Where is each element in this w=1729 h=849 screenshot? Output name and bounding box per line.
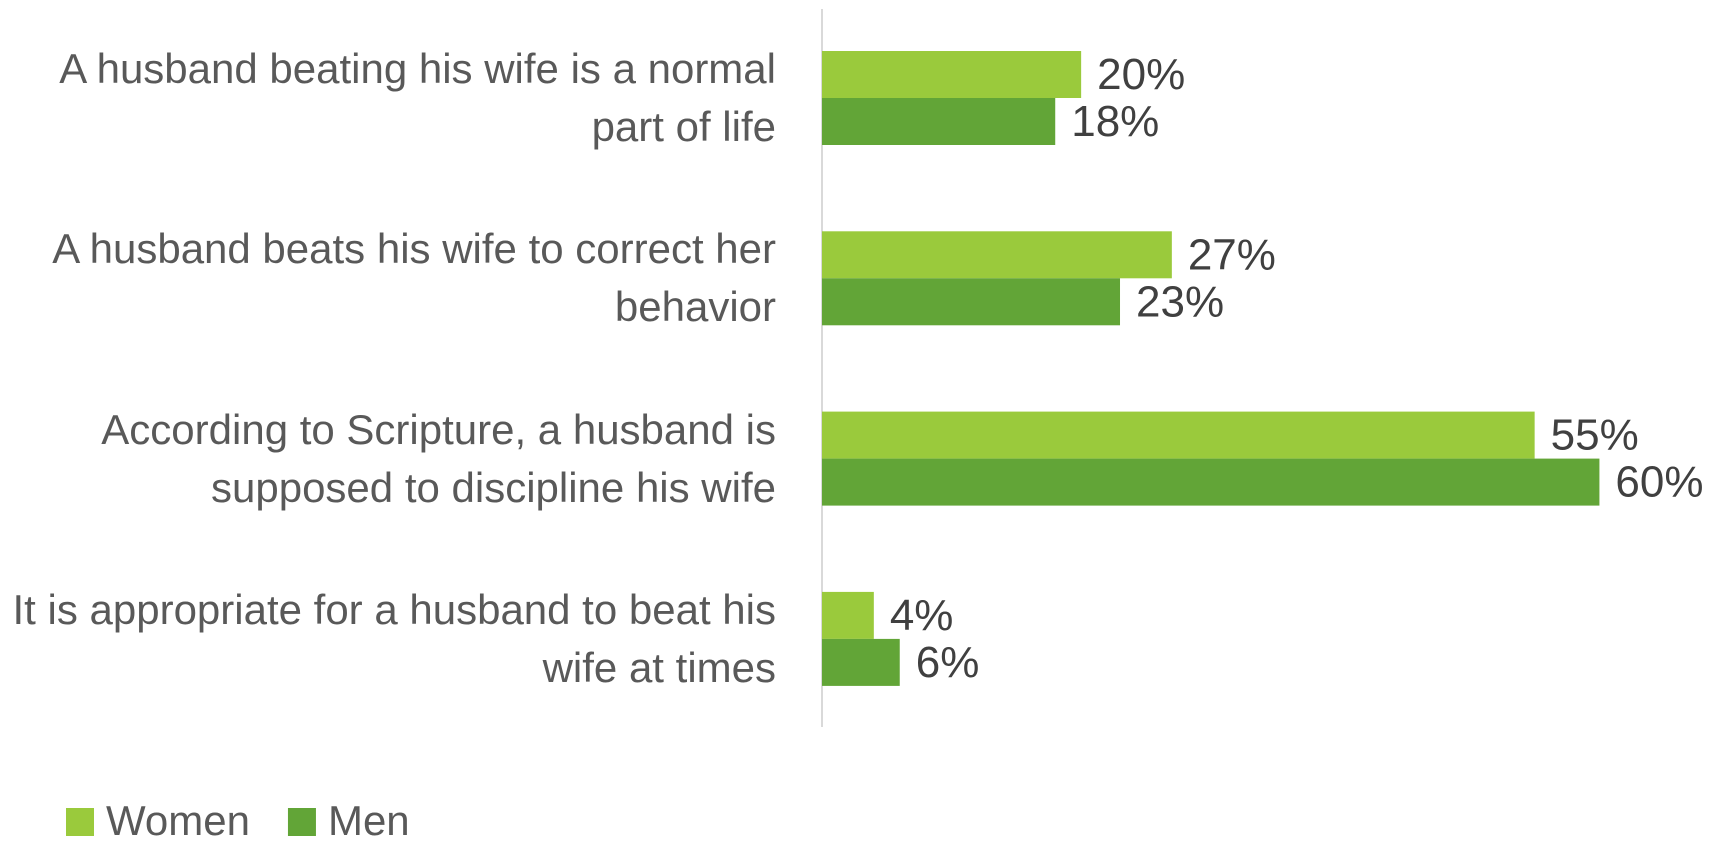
legend-swatch [287, 808, 316, 836]
category-label: According to Scripture, a husband is sup… [101, 405, 776, 511]
legend-swatch [66, 808, 94, 836]
value-label: 27% [1188, 230, 1276, 279]
bar [822, 98, 1056, 145]
value-label: 6% [916, 638, 980, 687]
bar [822, 411, 1535, 459]
bar [822, 51, 1082, 98]
legend-label: Men [328, 797, 410, 844]
value-label: 23% [1136, 277, 1224, 326]
legend-label: Women [106, 797, 250, 844]
value-label: 55% [1551, 411, 1639, 460]
value-label: 4% [890, 591, 954, 640]
value-label: 20% [1097, 50, 1185, 99]
category-label: A husband beats his wife to correct her … [52, 225, 776, 331]
bar [822, 591, 874, 639]
bar [822, 231, 1172, 279]
value-label: 18% [1071, 97, 1159, 146]
bar [822, 278, 1121, 326]
value-label: 60% [1615, 458, 1703, 507]
bar [822, 638, 900, 686]
bar [822, 458, 1600, 506]
category-label: It is appropriate for a husband to beat … [12, 585, 777, 691]
category-label: A husband beating his wife is a normal p… [59, 45, 776, 150]
